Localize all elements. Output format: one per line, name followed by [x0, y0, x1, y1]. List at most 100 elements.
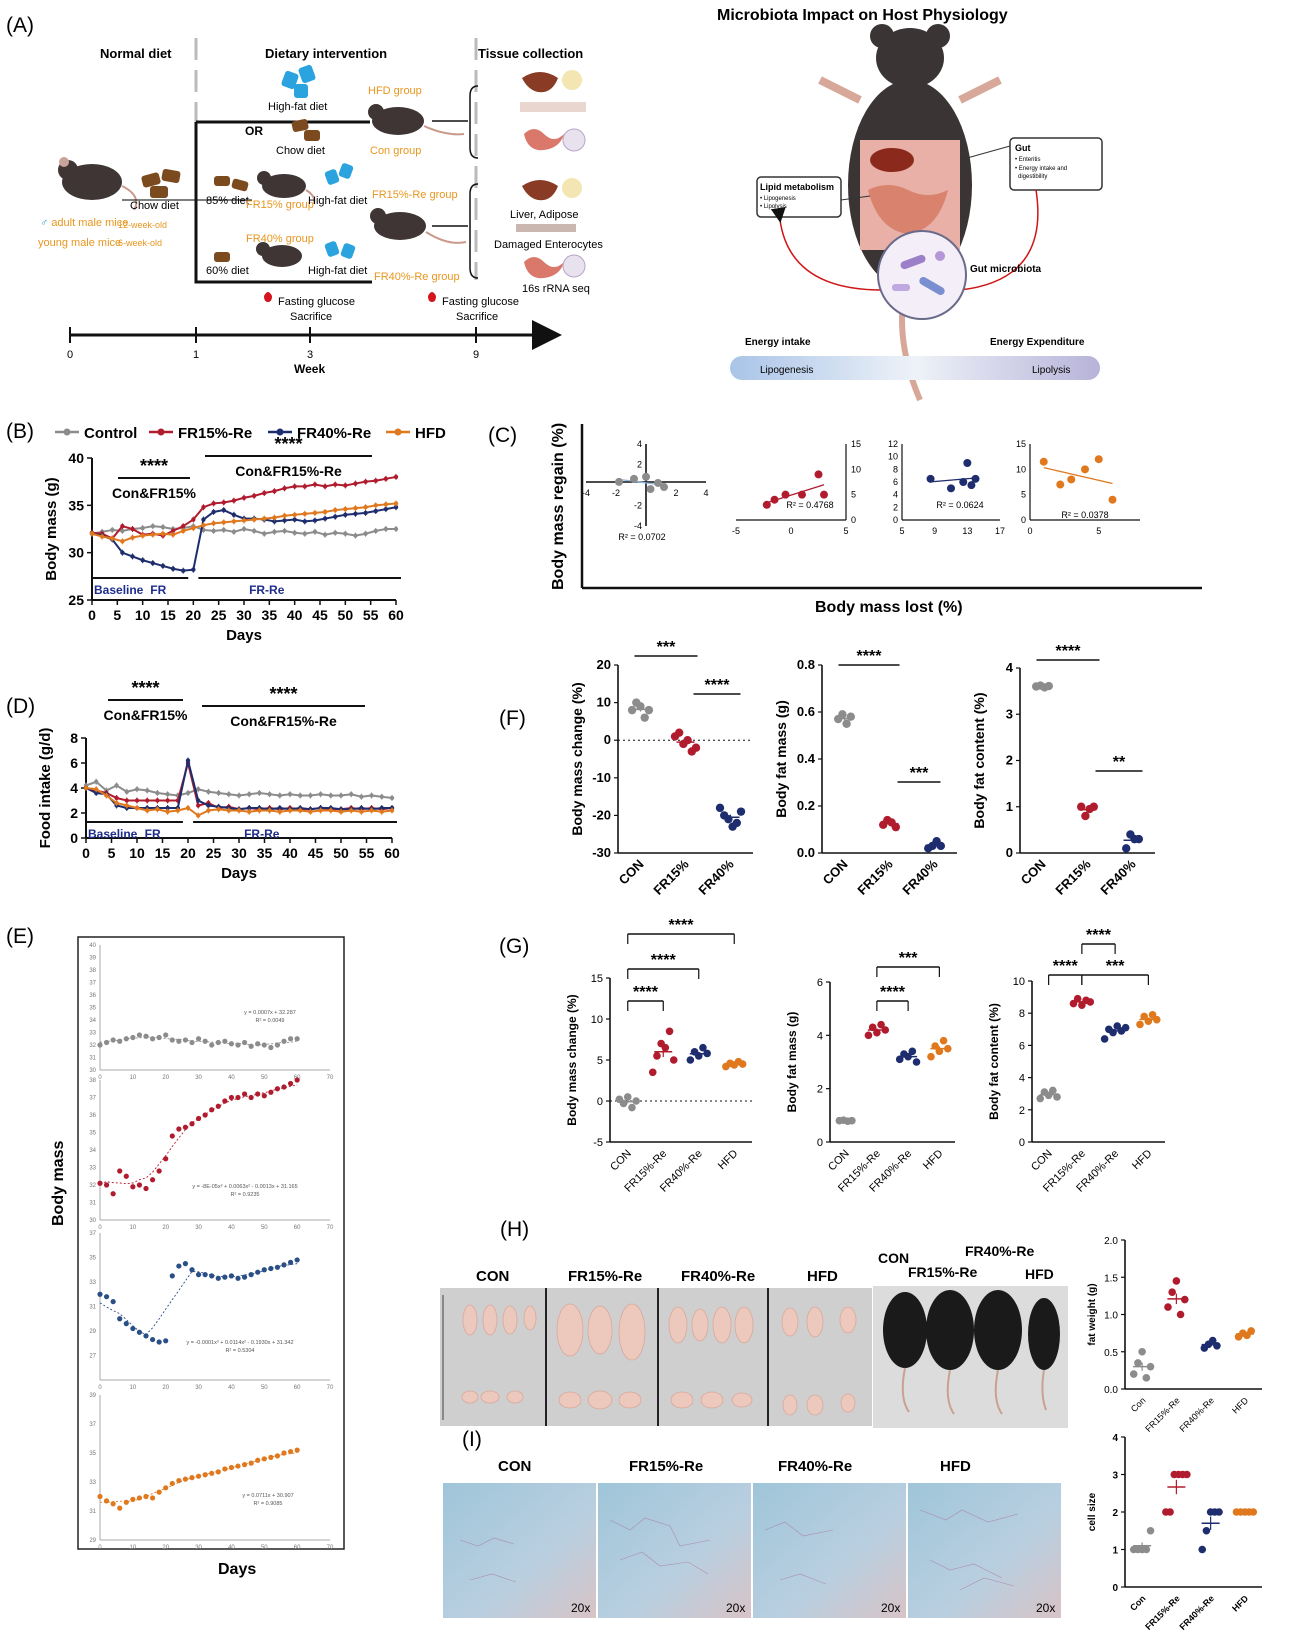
x-axis-title: Days: [221, 865, 257, 882]
y-tick-label: 0: [893, 515, 898, 525]
h-label-fr40: FR40%-Re: [681, 1268, 755, 1285]
data-point: [630, 474, 638, 483]
c-subplot-2: 5 9 13 17 0 2 4 6 8 10 12 R² = 0.0624: [888, 439, 1005, 536]
data-point: [145, 798, 150, 803]
mouse-icon-fr40: [256, 242, 302, 267]
legend-fr15re: FR15%-Re: [178, 425, 252, 442]
y-tick-label: 35: [68, 497, 84, 513]
x-tick-label: 70: [327, 1075, 334, 1081]
y-tick-label: 10: [591, 1014, 603, 1026]
data-point: [231, 498, 237, 503]
data-point: [160, 524, 166, 530]
data-point: [160, 531, 166, 536]
data-point: [136, 1329, 143, 1335]
panel-label-c: (C): [488, 424, 517, 447]
x-tick-label: 10: [130, 1385, 137, 1391]
data-point: [140, 533, 145, 538]
y-tick-label: 6: [817, 977, 823, 989]
data-point: [206, 803, 211, 808]
y-tick-label: 33: [89, 1280, 96, 1286]
x-tick-label: 30: [195, 1075, 202, 1081]
r2-label: R² = 0.0624: [936, 500, 983, 510]
data-point: [261, 1042, 267, 1048]
data-point: [163, 1032, 169, 1038]
y-tick-label: 0: [851, 515, 856, 525]
data-point: [272, 488, 277, 494]
data-point: [389, 795, 395, 801]
data-point: [294, 1447, 300, 1453]
y-tick-label: 39: [89, 1393, 96, 1399]
i-mag-3: 20x: [881, 1601, 900, 1615]
data-point: [195, 1272, 202, 1278]
trend-line: [99, 1084, 298, 1185]
data-point: [83, 785, 89, 791]
data-point: [333, 507, 338, 513]
y-tick-label: 10: [1016, 464, 1026, 474]
x-tick-label: 10: [135, 607, 151, 623]
data-point: [287, 1080, 294, 1087]
data-point: [939, 1036, 948, 1045]
category-label: FR15%: [650, 856, 692, 898]
category-label: HFD: [921, 1148, 946, 1173]
y-tick-label: -20: [592, 807, 611, 822]
series-line-1: [85, 762, 393, 811]
high-fat-diet-label-3: High-fat diet: [308, 265, 367, 277]
data-point: [294, 1257, 300, 1263]
y-axis-title: Body mass (g): [43, 477, 60, 580]
data-point: [277, 805, 282, 811]
y-tick-label: -2: [634, 501, 642, 511]
data-point: [134, 798, 140, 803]
y-tick-label: -5: [593, 1137, 603, 1149]
sig-stars: ****: [651, 952, 677, 969]
y-tick-label: 0: [1021, 515, 1026, 525]
y-tick-label: 10: [597, 695, 611, 710]
data-point: [363, 510, 368, 516]
y-tick-label: 0.0: [797, 845, 815, 860]
x-tick-label: 20: [186, 607, 202, 623]
fr40-group-label: FR40% group: [246, 233, 314, 245]
r2-label: R² = 0.5304: [226, 1348, 255, 1354]
gut-box: [1009, 137, 1103, 191]
data-point: [1036, 1094, 1045, 1103]
phase-label-fr-re: FR-Re: [244, 827, 280, 841]
y-tick-label: 4: [893, 490, 898, 500]
c-xlabel: Body mass lost (%): [815, 599, 963, 616]
x-tick-label: 20: [162, 1075, 169, 1081]
x-tick-label: 30: [231, 845, 247, 861]
hfd-pellet-icon-3: [324, 241, 356, 259]
category-label: FR40%-Re: [1177, 1593, 1216, 1632]
energy-expenditure-label: Energy Expenditure: [990, 337, 1085, 348]
y-tick-label: 31: [89, 1056, 96, 1062]
liver-adipose-label: Liver, Adipose: [510, 209, 579, 221]
data-point: [251, 517, 257, 522]
adult-age: 12-week-old: [118, 220, 167, 230]
category-label: FR40%: [899, 856, 941, 898]
data-point: [110, 1037, 116, 1043]
data-point: [274, 1042, 281, 1048]
i-label-hfd: HFD: [940, 1458, 971, 1475]
data-point: [248, 1094, 254, 1101]
microbiota-illustration: Microbiota Impact on Host Physiology Gut…: [717, 7, 1103, 402]
h-mouse-label-fr15: FR15%-Re: [908, 1264, 977, 1280]
equation-label: y = -8E-05x³ + 0.0063x² - 0.0013x + 31.1…: [192, 1184, 297, 1190]
data-point: [261, 1456, 267, 1462]
chart-f-2: 0.0 0.2 0.4 0.6 0.8 Body fat mass (g) CON FR15%…: [773, 657, 957, 898]
y-tick-label: 5: [597, 1055, 603, 1067]
y-tick-label: 0: [1019, 1137, 1025, 1149]
y-tick-label: 2: [637, 460, 642, 470]
data-point: [895, 1055, 904, 1064]
data-point: [150, 523, 155, 529]
data-point: [644, 705, 654, 715]
data-point: [322, 532, 328, 537]
chart-B: 25 30 35 40 0 5 10 15 20 25 30 35 40 45 50 55 60 Days Body…: [43, 434, 404, 644]
intestine-icon-2: [524, 254, 586, 279]
data-point: [302, 531, 307, 536]
data-point: [963, 459, 972, 467]
data-point: [798, 490, 806, 499]
blood-drop-icon-2: [428, 292, 436, 302]
phase-intervention: Dietary intervention: [265, 46, 387, 61]
data-point: [268, 1044, 274, 1051]
data-point: [627, 705, 637, 715]
data-point: [136, 1495, 143, 1501]
data-point: [231, 512, 237, 517]
